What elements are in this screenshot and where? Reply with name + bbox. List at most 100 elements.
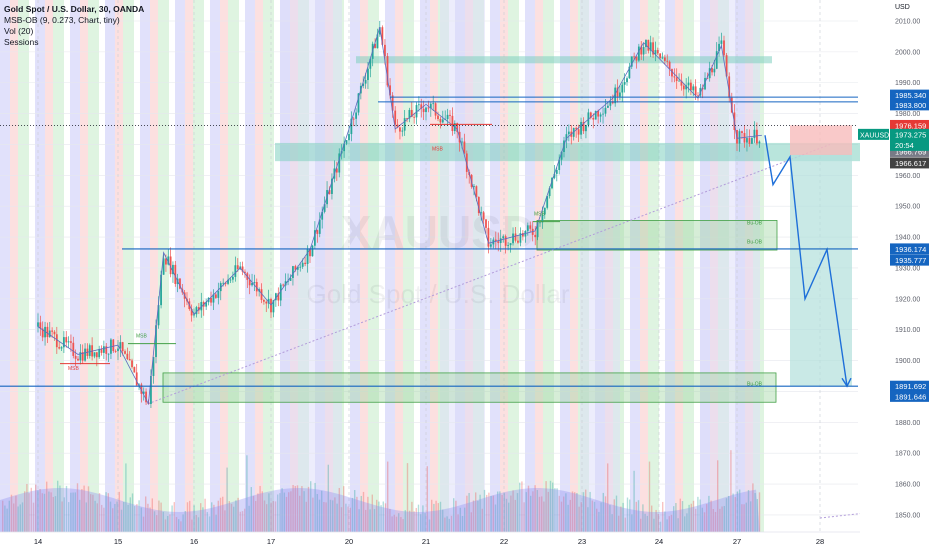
candle-body [234,265,237,277]
candle-body [93,352,96,357]
projection-line[interactable] [764,135,848,387]
session-band [88,0,99,532]
session-band [648,0,659,532]
volume-bar [745,502,747,532]
volume-bar [640,518,642,532]
candle-body [659,53,662,58]
candle-body [133,367,136,373]
candle-body [502,236,505,239]
candle-body [417,104,420,106]
volume-bar [156,515,158,532]
candle-body [53,331,56,335]
candle-body [685,85,688,90]
candle-body [645,39,647,48]
candle-body [637,46,640,61]
volume-bar [127,504,129,532]
candle-body [384,44,386,57]
candle-body [58,347,61,349]
indicator-msb-ob[interactable]: MSB-OB (9, 0.273, Chart, tiny) [4,15,120,25]
candle-body [55,334,58,348]
volume-bar [294,486,296,532]
volume-bar [48,491,50,532]
stop-price-tag[interactable] [890,119,929,131]
candle-body [661,57,664,59]
volume-bar [615,495,618,532]
volume-bar [563,496,565,532]
bullish-order-block[interactable] [536,220,778,251]
candle-body [338,153,341,173]
volume-bar [186,502,189,532]
price-tick-label: 1910.00 [895,327,920,334]
rising-trendline[interactable] [147,144,831,405]
horizontal-levels[interactable] [0,96,858,387]
stop-loss-zone[interactable] [790,125,852,155]
msb-lines: MSB MSB MSB MSB Bu-OB Bu-OB Bu-OB [60,123,763,387]
candle-body [272,300,275,313]
volume-bar [404,510,406,532]
resistance-zone[interactable] [356,56,772,64]
session-band [45,0,53,532]
take-profit-zone[interactable] [790,154,852,387]
session-band [508,0,519,532]
entry-price-tag[interactable] [890,145,929,157]
candle-body [541,214,544,223]
level-1891-tag[interactable] [890,380,929,392]
candle-body [167,256,170,265]
candle-body [401,130,404,132]
entry-price-text: 1966.769 [895,147,926,156]
session-band [140,0,150,532]
session-gap [694,0,700,532]
candle-body [704,77,706,90]
volume-bar [699,499,701,532]
symbol-title[interactable]: Gold Spot / U.S. Dollar, 30, OANDA [4,4,145,14]
level-1983-tag[interactable] [890,99,929,111]
level-1936-tag[interactable] [890,243,929,255]
level-1935-tag[interactable] [890,254,929,266]
candle-body [174,264,177,284]
indicator-sessions[interactable]: Sessions [4,37,39,47]
last-price-tag[interactable] [890,128,929,151]
order-block-zones[interactable] [162,56,875,403]
volume-bar [567,504,569,532]
bullish-order-block[interactable] [162,372,777,403]
volume-bar [145,496,147,532]
candle-body [95,352,98,358]
volume-bar [235,500,237,532]
support-zone[interactable] [275,142,875,162]
candle-body [429,103,432,109]
candle-body [323,204,326,212]
volume-bar [428,519,431,532]
volume-bar [272,501,274,532]
indicator-volume[interactable]: Vol (20) [4,26,34,36]
volume-bar [692,500,695,532]
volume-bar [255,501,257,532]
volume-bar [754,493,756,532]
candle-body [599,114,602,117]
candle-body [112,339,115,352]
session-band [403,0,414,532]
level-1891b-tag[interactable] [890,390,929,402]
session-band [255,0,263,532]
volume-bar [72,492,74,532]
candle-body [609,101,612,106]
candle-body [521,233,524,237]
time-axis[interactable]: 14 15 16 17 20 21 22 23 24 27 28 [0,531,860,550]
candle-body [100,349,103,353]
level-1985-tag[interactable] [890,89,929,101]
candle-body [304,262,307,264]
trend-lines[interactable] [147,144,891,519]
ticker-tag[interactable] [858,128,889,140]
volume-bar [2,500,4,532]
volume-bar [13,503,15,532]
volume-bar [637,500,640,532]
volume-bar [371,494,373,532]
volume-bar [228,501,230,532]
entry-price-2-tag[interactable] [890,157,929,169]
volume-bar [426,466,428,532]
candle-body [236,265,239,270]
candle-body [224,282,227,284]
price-axis[interactable]: USD1850.001860.001870.001880.001890.0019… [858,0,932,550]
candle-body [718,43,720,52]
